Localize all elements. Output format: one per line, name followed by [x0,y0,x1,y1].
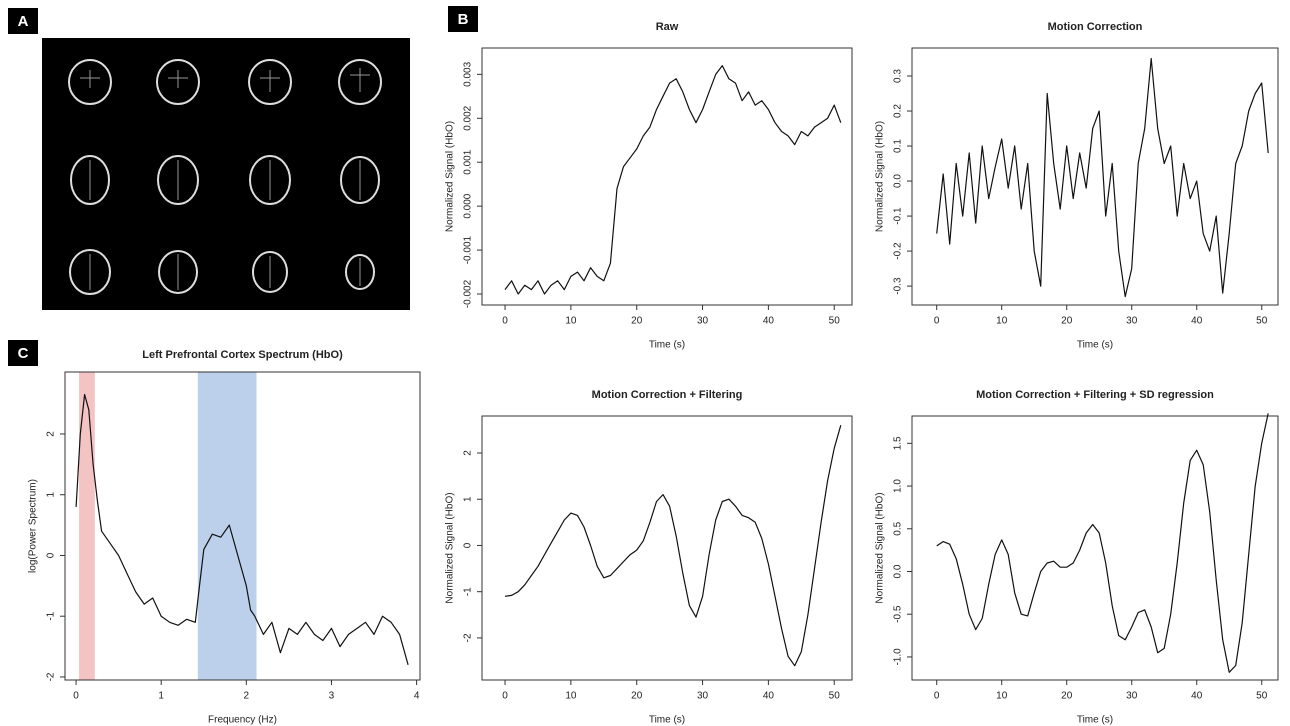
data-line [504,425,842,667]
y-axis-label: log(Power Spectrum) [28,479,39,573]
y-tick-label: 0.0 [893,174,904,188]
x-tick-label: 0 [502,691,508,702]
y-axis-label: Normalized Signal (HbO) [875,492,886,603]
y-tick-label: -2 [46,672,57,681]
x-tick-label: 10 [565,316,577,327]
chart-title: Motion Correction [1048,21,1143,33]
x-tick-label: 20 [1061,691,1073,702]
y-tick-label: 0.1 [893,139,904,153]
x-tick-label: 50 [829,691,841,702]
y-tick-label: 0.000 [463,193,474,218]
y-tick-label: 1 [46,491,57,497]
y-tick-label: 0 [463,542,474,548]
y-tick-label: -1 [46,611,57,620]
panel-label-box [8,8,38,34]
x-tick-label: 40 [1191,316,1203,327]
y-tick-label: 0.5 [893,521,904,535]
y-axis-label: Normalized Signal (HbO) [445,492,456,603]
x-tick-label: 20 [631,691,643,702]
y-tick-label: -0.3 [893,277,904,295]
x-tick-label: 0 [73,691,79,702]
y-tick-label: 0.2 [893,104,904,118]
panel-label: C [18,345,29,362]
x-tick-label: 30 [1126,691,1138,702]
frequency-band [197,372,257,680]
y-tick-label: 0.002 [463,105,474,130]
x-axis-label: Time (s) [649,715,685,726]
y-tick-label: 0 [46,552,57,558]
y-tick-label: 0.001 [463,149,474,174]
plot-frame [911,47,1279,306]
x-tick-label: 50 [1256,316,1268,327]
y-tick-label: 0.3 [893,69,904,83]
chart-title: Motion Correction + Filtering + SD regre… [976,389,1214,401]
x-tick-label: 0 [934,691,940,702]
mri-slices [68,59,382,295]
x-tick-label: 40 [763,316,775,327]
panel-label-box [8,340,38,366]
y-tick-label: 2 [463,450,474,456]
x-axis-label: Frequency (Hz) [208,715,277,726]
y-tick-label: -0.5 [893,605,904,623]
chart-title: Motion Correction + Filtering [592,389,743,401]
plot-frame [481,47,853,306]
panel-label: B [458,11,469,28]
y-tick-label: -0.001 [463,235,474,264]
y-tick-label: 0.003 [463,61,474,86]
mri-structures [80,68,370,290]
x-tick-label: 3 [329,691,335,702]
x-axis-label: Time (s) [1077,340,1113,351]
x-tick-label: 10 [996,691,1008,702]
frequency-band [79,372,95,680]
x-tick-label: 20 [631,316,643,327]
y-axis-label: Normalized Signal (HbO) [875,121,886,232]
y-tick-label: -0.2 [893,242,904,260]
x-tick-label: 40 [1191,691,1203,702]
y-tick-label: -0.1 [893,207,904,225]
x-tick-label: 40 [763,691,775,702]
chart-title: Left Prefrontal Cortex Spectrum (HbO) [142,349,343,361]
mri-image [42,38,410,310]
x-tick-label: 30 [697,316,709,327]
x-axis-label: Time (s) [1077,715,1113,726]
y-tick-label: -1 [463,587,474,596]
data-line [504,65,842,295]
y-tick-label: -0.002 [463,279,474,308]
x-tick-label: 4 [414,691,420,702]
x-tick-label: 10 [565,691,577,702]
plot-frame [911,415,1279,681]
x-axis-label: Time (s) [649,340,685,351]
x-tick-label: 30 [1126,316,1138,327]
plot-frame [64,371,421,681]
plot-frame [481,415,853,681]
y-tick-label: -1.0 [893,648,904,666]
y-axis-label: Normalized Signal (HbO) [445,121,456,232]
y-tick-label: -2 [463,633,474,642]
data-line [75,393,409,665]
x-tick-label: 30 [697,691,709,702]
chart-title: Raw [656,21,679,33]
panel-label-box [448,6,478,32]
data-line [936,57,1269,298]
x-tick-label: 50 [1256,691,1268,702]
y-tick-label: 2 [46,431,57,437]
x-tick-label: 2 [244,691,250,702]
x-tick-label: 0 [502,316,508,327]
x-tick-label: 20 [1061,316,1073,327]
y-tick-label: 1.0 [893,479,904,493]
data-line [936,413,1269,673]
x-tick-label: 50 [829,316,841,327]
x-tick-label: 1 [158,691,164,702]
x-tick-label: 0 [934,316,940,327]
y-tick-label: 1 [463,496,474,502]
y-tick-label: 0.0 [893,564,904,578]
panel-label: A [18,13,29,30]
x-tick-label: 10 [996,316,1008,327]
y-tick-label: 1.5 [893,436,904,450]
